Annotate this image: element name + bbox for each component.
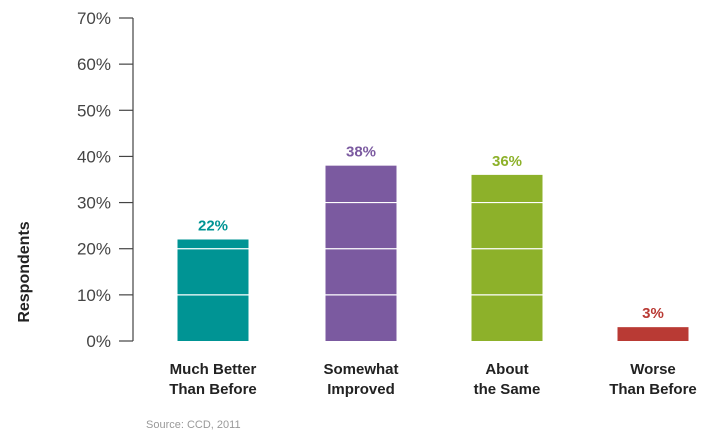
y-tick-label: 70% [77, 9, 111, 28]
y-tick-label: 0% [86, 332, 111, 351]
data-label: 38% [346, 144, 376, 161]
bar [177, 239, 249, 341]
x-tick-label: Than Before [169, 381, 257, 398]
bars [177, 165, 689, 341]
source-note: Source: CCD, 2011 [146, 419, 241, 431]
y-tick-label: 60% [77, 55, 111, 74]
y-tick-label: 50% [77, 101, 111, 120]
x-tick-label: the Same [474, 381, 541, 398]
bar [325, 165, 397, 341]
x-tick-label: Than Before [609, 381, 697, 398]
x-tick-label: Worse [630, 361, 676, 378]
data-label: 3% [642, 305, 664, 322]
x-tick-label: Improved [327, 381, 395, 398]
y-tick-label: 30% [77, 194, 111, 213]
y-tick-label: 10% [77, 286, 111, 305]
x-tick-label: Somewhat [323, 361, 398, 378]
x-tick-label: Much Better [170, 361, 257, 378]
y-axis: 0% 10% 20% 30% 40% 50% 60% 70% [77, 9, 134, 351]
data-label: 36% [492, 153, 522, 170]
category-labels: Much Better Than Before Somewhat Improved Ab… [169, 361, 697, 398]
y-tick-label: 40% [77, 147, 111, 166]
data-label: 22% [198, 217, 228, 234]
y-tick-label: 20% [77, 240, 111, 259]
x-tick-label: About [485, 361, 528, 378]
bar [471, 174, 543, 341]
value-labels: 22% 38% 36% 3% [198, 144, 664, 322]
bar [617, 327, 689, 341]
y-axis-title: Respondents [16, 221, 33, 322]
bar-gridlines [177, 201, 543, 296]
